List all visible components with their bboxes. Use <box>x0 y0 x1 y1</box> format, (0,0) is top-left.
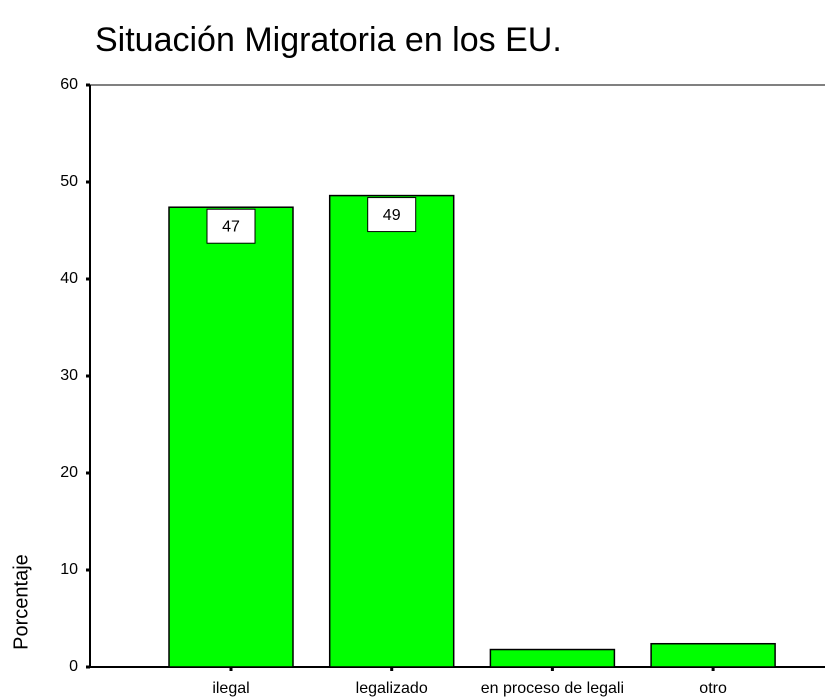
bar <box>328 194 455 668</box>
y-tick-label: 20 <box>60 464 78 481</box>
y-axis-label: Porcentaje <box>10 554 32 650</box>
value-label: 47 <box>222 218 240 235</box>
x-tick-label: en proceso de legali <box>481 680 624 697</box>
value-label-box <box>206 208 256 244</box>
chart-title: Situación Migratoria en los EU. <box>95 21 562 59</box>
bar <box>489 648 616 668</box>
x-tick-label: legalizado <box>356 680 428 697</box>
y-tick-label: 50 <box>60 173 78 190</box>
x-tick-label: ilegal <box>212 680 249 697</box>
y-tick-label: 10 <box>60 561 78 578</box>
y-tick-label: 30 <box>60 367 78 384</box>
y-tick-label: 40 <box>60 270 78 287</box>
value-label: 49 <box>383 207 401 224</box>
y-tick-label: 60 <box>60 76 78 93</box>
x-tick-label: otro <box>699 680 727 697</box>
bar <box>168 206 294 668</box>
value-label-box <box>367 197 417 233</box>
y-tick-label: 0 <box>69 658 78 675</box>
bar <box>650 642 776 668</box>
